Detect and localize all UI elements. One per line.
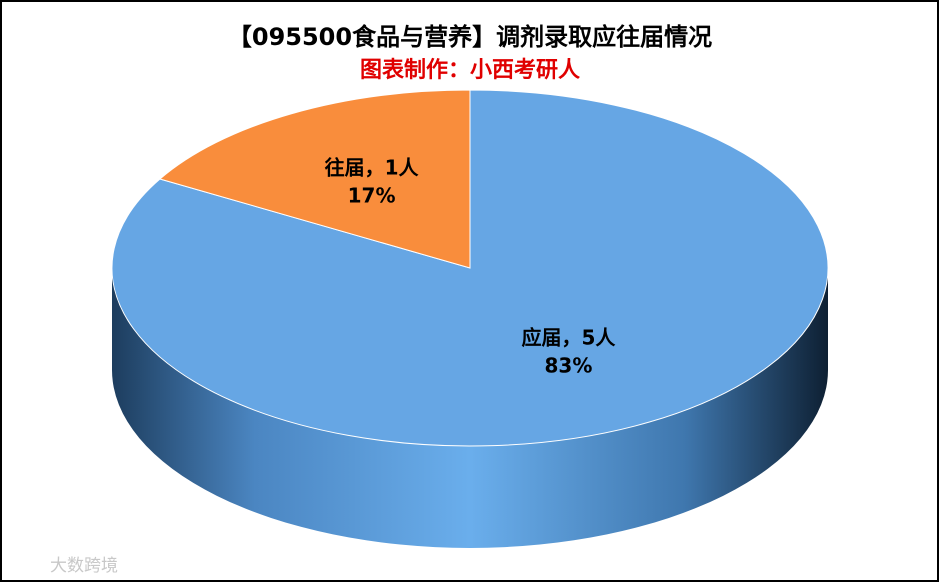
slice-label: 往届，1人 (325, 156, 420, 180)
chart-subtitle: 图表制作：小西考研人 (360, 58, 580, 83)
slice-percent: 17% (348, 184, 396, 208)
slice-percent: 83% (545, 353, 593, 377)
pie-side (112, 268, 828, 548)
watermark: 大数跨境 (50, 556, 118, 576)
chart-title: 【095500食品与营养】调剂录取应往届情况 (228, 23, 712, 51)
pie-slice (111, 89, 829, 447)
pie-slice (158, 89, 471, 269)
slice-label: 应届，5人 (521, 325, 616, 349)
